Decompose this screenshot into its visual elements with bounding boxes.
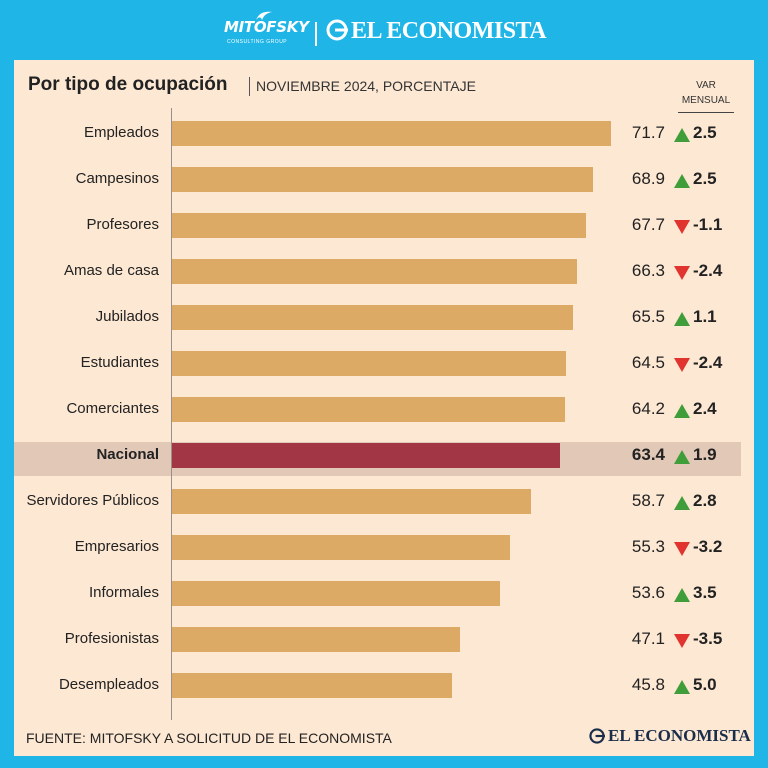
up-arrow-icon <box>674 404 690 418</box>
mitofsky-tagline: CONSULTING GROUP <box>227 39 288 45</box>
down-arrow-icon <box>674 266 690 280</box>
bar-row: Amas de casa 66.3 -2.4 <box>14 250 754 296</box>
mitofsky-bird-icon <box>256 11 272 20</box>
var-mensual-label: -2.4 <box>693 353 723 372</box>
category-label: Amas de casa <box>63 262 159 279</box>
var-mensual-label: 1.9 <box>693 445 717 464</box>
bar-row: Comerciantes 64.2 2.4 <box>14 388 754 434</box>
var-mensual-label: 1.1 <box>693 307 717 326</box>
category-label: Empleados <box>83 124 159 141</box>
value-label: 53.6 <box>631 583 665 602</box>
value-label: 55.3 <box>631 537 665 556</box>
value-label: 65.5 <box>631 307 665 326</box>
value-label: 71.7 <box>631 123 665 142</box>
chart-subtitle: NOVIEMBRE 2024, PORCENTAJE <box>256 78 476 94</box>
bar-row: Campesinos 68.9 2.5 <box>14 158 754 204</box>
bar-row: Desempleados 45.8 5.0 <box>14 664 754 710</box>
bar-row: Profesores 67.7 -1.1 <box>14 204 754 250</box>
chart-axis-line <box>171 108 172 720</box>
down-arrow-icon <box>674 634 690 648</box>
category-label: Jubilados <box>95 308 159 325</box>
var-mensual-label: 5.0 <box>693 675 717 694</box>
var-header-rule <box>678 112 734 113</box>
category-label: Desempleados <box>58 676 159 693</box>
el-economista-icon <box>326 19 348 41</box>
var-mensual-label: -2.4 <box>693 261 723 280</box>
category-label: Profesores <box>86 216 159 233</box>
bar-row: Profesionistas 47.1 -3.5 <box>14 618 754 664</box>
bar <box>171 120 611 146</box>
source-note: FUENTE: MITOFSKY A SOLICITUD DE EL ECONO… <box>26 730 392 746</box>
bar-row: Informales 53.6 3.5 <box>14 572 754 618</box>
bar-highlight <box>171 442 560 468</box>
bar <box>171 396 565 422</box>
bar <box>171 488 531 514</box>
down-arrow-icon <box>674 220 690 234</box>
var-mensual-label: 3.5 <box>693 583 717 602</box>
category-label: Empresarios <box>74 538 159 555</box>
var-mensual-label: -1.1 <box>693 215 723 234</box>
title-divider <box>249 77 250 96</box>
header-banner: MITOFSKY CONSULTING GROUP EL ECONOMISTA <box>0 0 768 60</box>
down-arrow-icon <box>674 358 690 372</box>
bar <box>171 626 460 652</box>
bar-row: Servidores Públicos 58.7 2.8 <box>14 480 754 526</box>
value-label: 64.5 <box>631 353 665 372</box>
chart-panel: Por tipo de ocupación NOVIEMBRE 2024, PO… <box>14 60 754 756</box>
var-mensual-label: 2.5 <box>693 169 717 188</box>
el-economista-logo: EL ECONOMISTA <box>326 18 547 45</box>
bar-row: Empleados 71.7 2.5 <box>14 112 754 158</box>
bar-row: Jubilados 65.5 1.1 <box>14 296 754 342</box>
bar-row: Nacional 63.4 1.9 <box>14 434 754 480</box>
value-label: 45.8 <box>631 675 665 694</box>
up-arrow-icon <box>674 680 690 694</box>
bar <box>171 580 500 606</box>
header-divider <box>315 22 317 46</box>
down-arrow-icon <box>674 542 690 556</box>
category-label: Informales <box>88 584 159 601</box>
var-mensual-header: VAR MENSUAL <box>681 80 731 106</box>
category-label: Servidores Públicos <box>26 492 159 509</box>
up-arrow-icon <box>674 128 690 142</box>
bar <box>171 166 593 192</box>
value-label: 47.1 <box>631 629 665 648</box>
bar <box>171 258 577 284</box>
bar-row: Estudiantes 64.5 -2.4 <box>14 342 754 388</box>
el-economista-wordmark: EL ECONOMISTA <box>351 18 547 44</box>
footer-economista-icon <box>589 728 605 744</box>
category-label: Campesinos <box>75 170 159 187</box>
category-label: Profesionistas <box>64 630 159 647</box>
var-mensual-label: -3.5 <box>693 629 723 648</box>
value-label: 68.9 <box>631 169 665 188</box>
chart-title: Por tipo de ocupación <box>28 74 228 95</box>
mitofsky-wordmark: MITOFSKY <box>224 18 309 36</box>
var-mensual-label: 2.4 <box>693 399 717 418</box>
value-label: 66.3 <box>631 261 665 280</box>
bar <box>171 304 573 330</box>
mitofsky-logo: MITOFSKY CONSULTING GROUP <box>224 11 309 48</box>
up-arrow-icon <box>674 496 690 510</box>
bar <box>171 672 452 698</box>
value-label: 64.2 <box>631 399 665 418</box>
footer-economista-logo: EL ECONOMISTA <box>589 726 751 746</box>
up-arrow-icon <box>674 174 690 188</box>
bar-row: Empresarios 55.3 -3.2 <box>14 526 754 572</box>
value-label: 63.4 <box>631 445 665 464</box>
var-mensual-label: 2.5 <box>693 123 717 142</box>
bar <box>171 534 510 560</box>
category-label: Comerciantes <box>66 400 159 417</box>
footer-economista-wordmark: EL ECONOMISTA <box>608 726 751 745</box>
bar <box>171 350 566 376</box>
value-label: 67.7 <box>631 215 665 234</box>
var-mensual-label: 2.8 <box>693 491 717 510</box>
up-arrow-icon <box>674 312 690 326</box>
category-label: Nacional <box>96 446 159 463</box>
up-arrow-icon <box>674 588 690 602</box>
value-label: 58.7 <box>631 491 665 510</box>
bar <box>171 212 586 238</box>
var-mensual-label: -3.2 <box>693 537 723 556</box>
category-label: Estudiantes <box>80 354 159 371</box>
up-arrow-icon <box>674 450 690 464</box>
